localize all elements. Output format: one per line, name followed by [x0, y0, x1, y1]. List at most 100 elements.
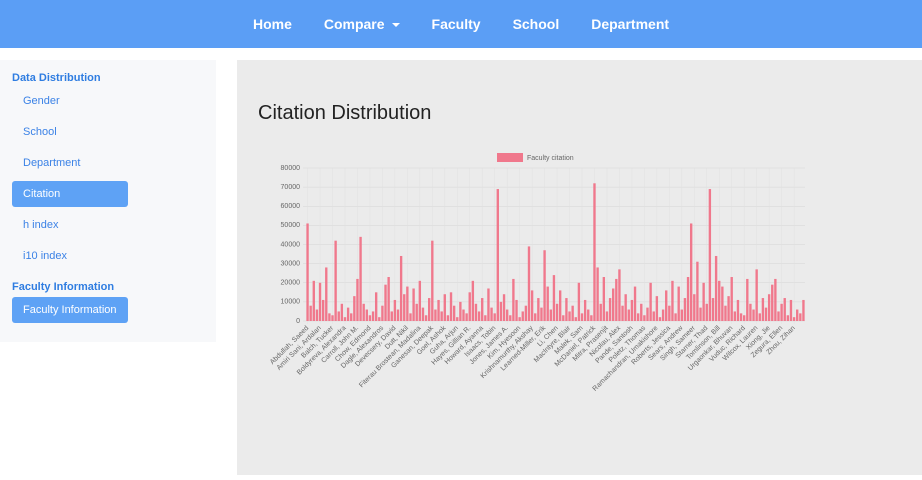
bar [505, 309, 509, 321]
bar [736, 299, 740, 321]
bar [318, 282, 322, 321]
bar [571, 305, 574, 321]
bar [565, 298, 568, 321]
bar [602, 277, 606, 321]
bar [652, 311, 655, 321]
bar [665, 290, 668, 321]
bar [802, 299, 805, 321]
bar [702, 282, 705, 321]
bar [368, 315, 372, 321]
bar [786, 315, 790, 321]
bar [537, 298, 540, 321]
sidebar-link[interactable]: Department [23, 157, 81, 169]
bar [636, 313, 640, 321]
legend-swatch [497, 153, 523, 162]
bar [462, 309, 465, 321]
sidebar-link[interactable]: Citation [12, 181, 128, 207]
bar [403, 294, 406, 321]
bar [718, 280, 721, 321]
bar [640, 303, 643, 321]
bar [381, 305, 384, 321]
bar [677, 286, 680, 321]
bar [406, 286, 409, 321]
y-tick-label: 30000 [281, 260, 301, 267]
bar [633, 286, 637, 321]
bar [421, 307, 425, 321]
bar [761, 298, 765, 321]
bar [643, 315, 646, 321]
bar [649, 282, 652, 321]
sidebar-link[interactable]: i10 index [23, 250, 68, 262]
bar [449, 292, 453, 321]
bar [527, 246, 531, 321]
bar [555, 303, 559, 321]
sidebar-link[interactable]: School [23, 126, 57, 138]
sidebar-link[interactable]: Gender [23, 95, 60, 107]
nav-link[interactable]: Compare [323, 16, 385, 32]
bar [655, 296, 659, 321]
bar [424, 315, 428, 321]
bar [699, 307, 702, 321]
bar [574, 317, 577, 321]
nav-link[interactable]: Faculty [431, 16, 481, 32]
bar [409, 313, 412, 321]
sidebar-link[interactable]: h index [23, 219, 59, 231]
chart: 0 10000 20000 30000 40000 50000 60000 70000 8000… [269, 153, 805, 393]
bar [359, 236, 362, 321]
bar [446, 315, 450, 321]
bar [621, 305, 624, 321]
bar [658, 317, 662, 321]
bar [558, 290, 562, 321]
bar [412, 288, 415, 321]
bar [321, 299, 325, 321]
bar [767, 294, 771, 321]
bar [452, 305, 456, 321]
bar [627, 309, 630, 321]
bar [783, 298, 786, 321]
section-title: Faculty Information [12, 281, 115, 293]
bar [543, 250, 546, 321]
bar [668, 305, 671, 321]
bar [742, 315, 746, 321]
section-title: Data Distribution [12, 72, 101, 84]
bar [384, 284, 387, 321]
y-tick-label: 60000 [281, 203, 301, 210]
bar [512, 278, 515, 321]
bar [605, 311, 609, 321]
bar [456, 317, 459, 321]
bar [686, 277, 690, 321]
bar [792, 317, 796, 321]
bar [746, 278, 749, 321]
bar [540, 307, 543, 321]
bar [596, 267, 599, 321]
bar [646, 307, 649, 321]
dropdown[interactable]: Compare [324, 16, 400, 32]
bar [496, 189, 499, 321]
bar [714, 255, 718, 321]
bar [752, 309, 755, 321]
bar [390, 311, 393, 321]
bar [721, 286, 724, 321]
bar [356, 278, 359, 321]
bar [306, 223, 309, 321]
nav-link[interactable]: Department [591, 16, 670, 32]
bar [325, 267, 328, 321]
bar [443, 294, 446, 321]
bar [780, 303, 783, 321]
bar [362, 303, 365, 321]
bar [437, 299, 440, 321]
bar [387, 277, 390, 321]
caret [391, 23, 400, 28]
bar [353, 296, 356, 321]
bar [396, 309, 400, 321]
bar [474, 303, 478, 321]
nav-link[interactable]: Home [252, 16, 292, 32]
bar [583, 299, 587, 321]
bar [515, 299, 518, 321]
bar [371, 311, 375, 321]
nav-link[interactable]: School [512, 16, 560, 32]
sidebar-link[interactable]: Faculty Information [12, 297, 128, 323]
bar [487, 288, 490, 321]
bar [484, 315, 487, 321]
